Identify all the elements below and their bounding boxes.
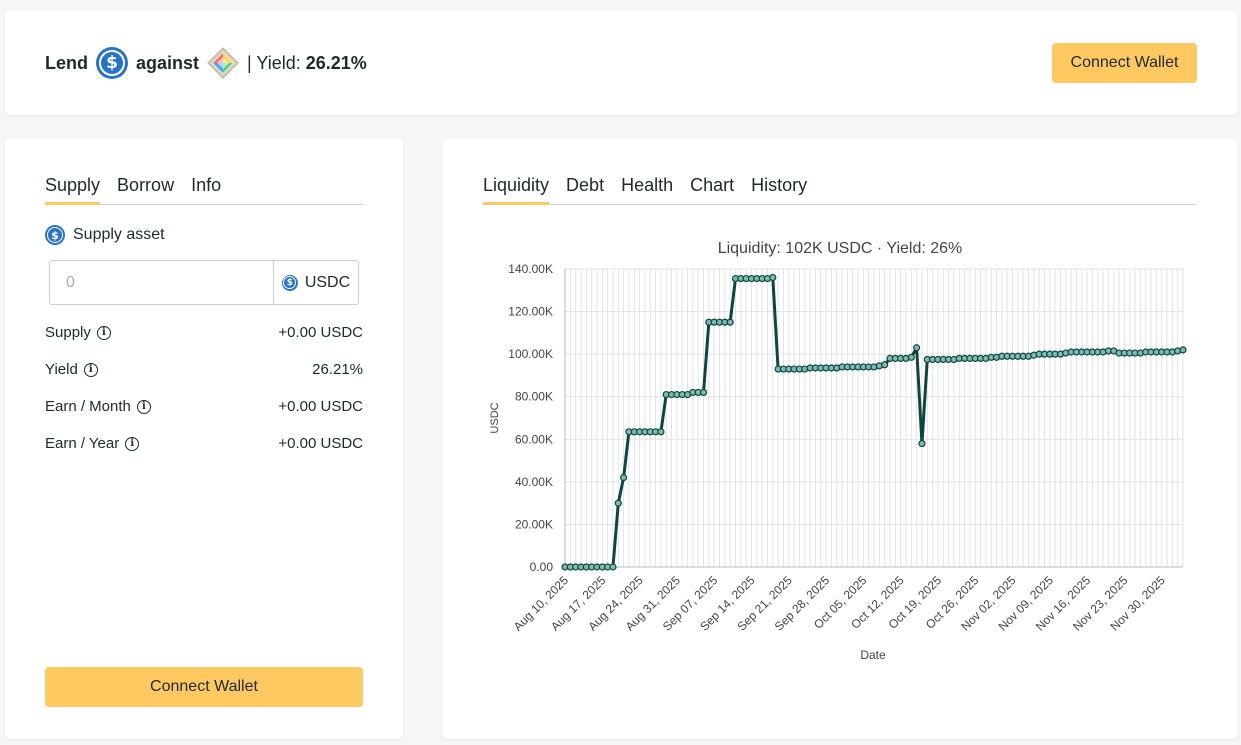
data-point[interactable] — [657, 428, 665, 436]
tab-chart[interactable]: Chart — [690, 175, 735, 195]
y-tick-label: 40.00K — [515, 475, 553, 489]
header-card: Lend $ against | Yield: 26.21% Connect W… — [5, 11, 1237, 115]
amount-input[interactable] — [50, 261, 273, 304]
amount-unit-label: USDC — [304, 273, 351, 291]
amount-field: $ USDC — [49, 260, 359, 305]
info-icon[interactable]: i — [125, 436, 140, 451]
tab-health[interactable]: Health — [621, 175, 674, 195]
data-point[interactable] — [699, 388, 708, 397]
supply-asset-label: Supply asset — [73, 226, 165, 243]
market-panel: Liquidity Debt Health Chart History Liqu… — [443, 139, 1237, 739]
page-title: Lend $ against | Yield: 26.21% — [45, 47, 367, 79]
tab-supply[interactable]: Supply — [45, 175, 101, 205]
usdc-icon: $ — [45, 225, 65, 245]
y-tick-label: 0.00 — [530, 560, 554, 574]
tab-borrow[interactable]: Borrow — [117, 175, 175, 195]
y-tick-label: 120.00K — [508, 305, 553, 319]
y-tick-label: 20.00K — [515, 517, 553, 531]
usdc-icon: $ — [281, 274, 298, 291]
info-icon[interactable]: i — [83, 362, 98, 377]
against-label: against — [136, 52, 200, 73]
tab-history[interactable]: History — [751, 175, 808, 195]
stat-value: 26.21% — [312, 361, 363, 378]
supply-panel: Supply Borrow Info $ Supply asset $ USDC… — [5, 139, 403, 739]
tab-debt[interactable]: Debt — [566, 175, 605, 195]
data-point[interactable] — [620, 474, 628, 482]
stat-value: +0.00 USDC — [278, 324, 363, 341]
gem-icon — [207, 47, 239, 79]
stat-value: +0.00 USDC — [278, 398, 363, 415]
data-point[interactable] — [609, 563, 617, 571]
connect-wallet-button[interactable]: Connect Wallet — [1052, 43, 1197, 83]
lend-label: Lend — [45, 52, 88, 73]
data-point[interactable] — [907, 353, 915, 361]
supply-tabs: Supply Borrow Info — [45, 175, 363, 205]
usdc-icon: $ — [96, 47, 128, 79]
stat-label: Earn / Year — [45, 435, 120, 452]
data-point[interactable] — [881, 361, 889, 369]
stat-row-yield: Yield i 26.21% — [45, 361, 363, 378]
data-point[interactable] — [1179, 346, 1187, 354]
stat-label: Supply — [45, 324, 91, 341]
data-point[interactable] — [918, 439, 926, 448]
chart-series — [561, 273, 1187, 571]
y-tick-label: 140.00K — [508, 262, 553, 276]
stat-row-supply: Supply i +0.00 USDC — [45, 324, 363, 341]
chart-grid — [564, 268, 1184, 568]
amount-unit: $ USDC — [273, 261, 358, 304]
tab-info[interactable]: Info — [191, 175, 222, 195]
data-point[interactable] — [726, 318, 734, 326]
y-tick-label: 60.00K — [515, 432, 553, 446]
data-point[interactable] — [614, 499, 622, 507]
yield-value: 26.21% — [305, 52, 367, 73]
liquidity-chart[interactable]: Liquidity: 102K USDC · Yield: 26% 0.00 20… — [483, 231, 1197, 681]
data-point[interactable] — [913, 344, 921, 352]
stat-row-earn-year: Earn / Year i +0.00 USDC — [45, 435, 363, 452]
y-axis-label: USDC — [489, 402, 501, 433]
stat-label: Earn / Month — [45, 398, 131, 415]
yield-label: | Yield: 26.21% — [247, 52, 367, 73]
supply-asset-row: $ Supply asset — [45, 225, 165, 245]
supply-connect-wallet-button[interactable]: Connect Wallet — [45, 667, 363, 707]
stat-label: Yield — [45, 361, 78, 378]
data-point[interactable] — [769, 273, 777, 282]
info-icon[interactable]: i — [136, 399, 151, 414]
chart-title: Liquidity: 102K USDC · Yield: 26% — [718, 240, 963, 257]
tab-liquidity[interactable]: Liquidity — [483, 175, 550, 205]
stat-value: +0.00 USDC — [278, 435, 363, 452]
x-axis-label: Date — [860, 648, 886, 662]
info-icon[interactable]: i — [96, 325, 111, 340]
y-tick-label: 100.00K — [508, 347, 553, 361]
market-tabs: Liquidity Debt Health Chart History — [483, 175, 1197, 205]
y-tick-label: 80.00K — [515, 390, 553, 404]
stat-row-earn-month: Earn / Month i +0.00 USDC — [45, 398, 363, 415]
